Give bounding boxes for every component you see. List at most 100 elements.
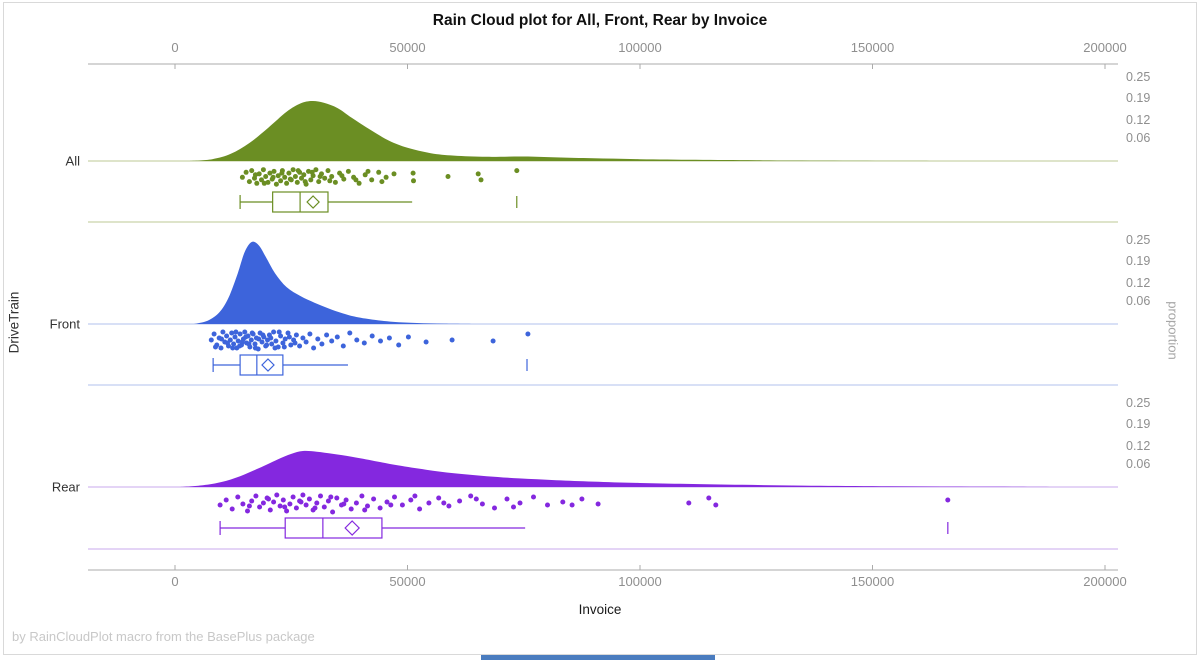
- rain-point-all: [246, 179, 252, 185]
- rain-point-all: [369, 177, 375, 183]
- rain-point-front: [369, 333, 375, 339]
- rain-point-rear: [282, 504, 288, 510]
- credit-text: by RainCloudPlot macro from the BasePlus…: [12, 629, 315, 644]
- proportion-tick-label: 0.12: [1126, 439, 1150, 453]
- rain-point-all: [243, 169, 249, 175]
- x-axis-title: Invoice: [578, 602, 622, 617]
- rain-point-rear: [560, 499, 566, 505]
- category-label-all: All: [66, 154, 81, 169]
- rain-point-front: [248, 337, 254, 343]
- rain-point-rear: [229, 506, 235, 512]
- rain-point-rear: [223, 497, 229, 503]
- bottom-x-tick-label: 50000: [389, 574, 425, 589]
- rain-point-front: [311, 345, 317, 351]
- rain-point-rear: [341, 501, 347, 507]
- rain-point-all: [322, 175, 328, 181]
- rain-point-all: [282, 174, 288, 180]
- rain-point-rear: [569, 502, 575, 508]
- rain-point-all: [294, 179, 300, 185]
- rain-point-rear: [377, 505, 383, 511]
- rain-point-front: [252, 341, 258, 347]
- rain-point-all: [445, 174, 451, 179]
- rain-point-all: [365, 168, 371, 174]
- rain-point-all: [286, 170, 292, 176]
- proportion-tick-label: 0.06: [1126, 294, 1150, 308]
- rain-point-all: [410, 170, 416, 176]
- rain-point-all: [353, 177, 359, 183]
- rain-point-all: [313, 167, 319, 173]
- rain-point-front: [225, 340, 230, 346]
- rain-point-rear: [492, 505, 497, 511]
- rain-point-all: [309, 169, 315, 175]
- rain-point-front: [329, 338, 335, 344]
- bottom-x-tick-label: 0: [171, 574, 178, 589]
- rain-point-rear: [280, 497, 286, 503]
- rain-point-front: [276, 329, 282, 335]
- rain-point-front: [319, 341, 325, 347]
- rain-point-front: [297, 343, 303, 349]
- bottom-x-tick-label: 200000: [1083, 574, 1126, 589]
- rain-point-rear: [240, 501, 246, 507]
- rain-point-rear: [245, 508, 250, 514]
- rain-point-rear: [436, 495, 442, 501]
- rain-point-all: [327, 178, 333, 184]
- rain-point-rear: [945, 497, 951, 503]
- proportion-tick-label: 0.25: [1126, 233, 1150, 247]
- rain-point-all: [308, 177, 314, 183]
- rain-point-front: [220, 329, 226, 335]
- mean-diamond-front: [261, 358, 275, 372]
- rain-point-front: [208, 337, 214, 343]
- rain-point-rear: [260, 500, 266, 506]
- rain-point-all: [475, 171, 481, 177]
- rain-point-rear: [318, 493, 323, 499]
- rain-point-front: [293, 332, 299, 338]
- bottom-x-tick-label: 100000: [618, 574, 661, 589]
- rain-point-rear: [330, 509, 336, 515]
- rain-point-rear: [392, 494, 397, 500]
- rain-point-all: [339, 173, 345, 179]
- rain-point-front: [300, 335, 306, 341]
- rain-point-rear: [306, 496, 312, 502]
- rain-point-front: [315, 336, 321, 342]
- rain-point-rear: [408, 497, 414, 503]
- rain-point-rear: [388, 502, 394, 508]
- rain-point-rear: [334, 495, 340, 501]
- rain-point-all: [478, 177, 484, 183]
- box-rear: [284, 517, 383, 539]
- rain-point-front: [340, 343, 346, 349]
- rain-point-all: [290, 167, 296, 173]
- rain-point-front: [243, 334, 249, 340]
- rain-point-front: [281, 344, 287, 350]
- rain-point-rear: [359, 493, 365, 499]
- density-cloud-rear: [179, 450, 1068, 487]
- horizontal-scrollbar-thumb[interactable]: [481, 655, 715, 660]
- rain-point-rear: [479, 501, 485, 507]
- rain-point-front: [242, 329, 248, 335]
- rain-point-rear: [595, 501, 601, 507]
- rain-point-all: [317, 174, 323, 179]
- rain-point-front: [272, 345, 278, 351]
- proportion-tick-label: 0.12: [1126, 276, 1150, 290]
- rain-point-all: [249, 168, 255, 174]
- rain-point-rear: [362, 507, 368, 513]
- rain-point-all: [332, 179, 338, 185]
- rain-point-rear: [266, 496, 271, 502]
- rain-point-front: [278, 333, 284, 339]
- top-x-tick-label: 0: [171, 40, 178, 55]
- rain-point-front: [269, 341, 275, 347]
- rain-point-rear: [511, 504, 516, 510]
- rain-point-all: [278, 178, 284, 184]
- proportion-tick-label: 0.19: [1126, 91, 1150, 105]
- rain-point-front: [260, 332, 266, 338]
- proportion-tick-label: 0.25: [1126, 70, 1150, 84]
- rain-point-rear: [249, 498, 255, 504]
- rain-point-all: [284, 180, 290, 186]
- rain-point-rear: [365, 503, 370, 509]
- proportion-axis-title: proportion: [1165, 301, 1181, 360]
- rain-point-rear: [284, 508, 290, 514]
- rain-point-all: [292, 174, 298, 179]
- rain-point-all: [411, 178, 416, 184]
- rain-point-all: [273, 181, 279, 187]
- rain-point-all: [514, 168, 520, 174]
- rain-point-front: [224, 333, 230, 339]
